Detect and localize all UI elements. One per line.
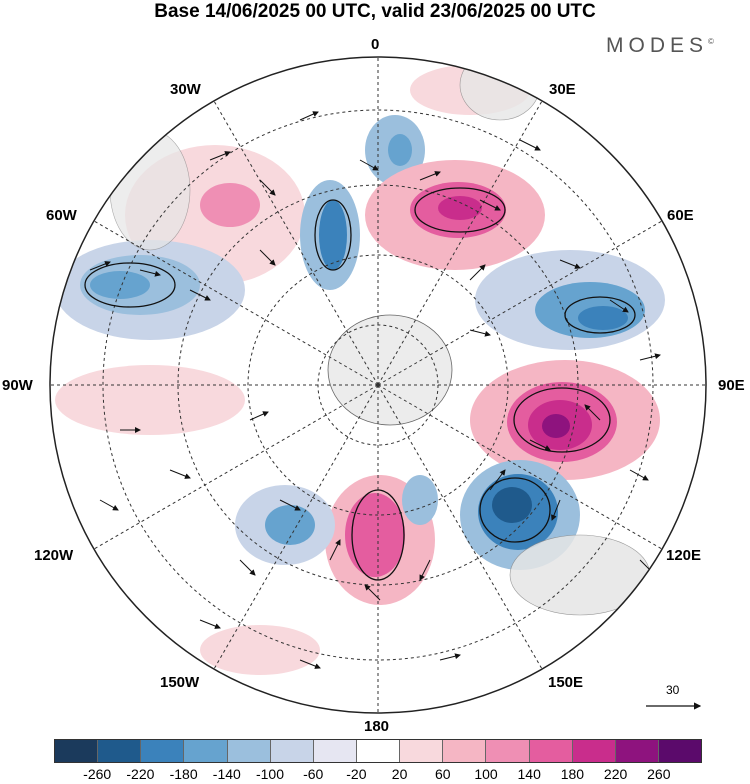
lon-label-60e: 60E: [667, 207, 694, 224]
reference-vector-box: 30: [646, 683, 704, 713]
lon-label-60w: 60W: [46, 207, 77, 224]
colorbar-swatch: [55, 740, 99, 762]
brand-name: MODES: [606, 34, 709, 57]
reference-vector-label: 30: [666, 683, 680, 697]
colorbar-swatch: [572, 740, 616, 762]
lon-label-120w: 120W: [34, 547, 74, 564]
colorbar-swatch: [615, 740, 659, 762]
lon-label-90w: 90W: [2, 377, 33, 394]
colorbar-swatch: [98, 740, 142, 762]
colorbar-swatch: [227, 740, 271, 762]
colorbar-tick-label: -260: [83, 766, 112, 782]
colorbar: [54, 739, 702, 763]
colorbar-swatch: [529, 740, 573, 762]
colorbar-tick-label: 100: [474, 766, 498, 782]
lon-label-150e: 150E: [548, 674, 584, 691]
lon-label-0: 0: [371, 36, 380, 53]
colorbar-tick-label: -220: [126, 766, 155, 782]
map-title: Base 14/06/2025 00 UTC, valid 23/06/2025…: [154, 1, 596, 22]
colorbar-swatch: [141, 740, 185, 762]
colorbar-swatch: [486, 740, 530, 762]
colorbar-swatch: [270, 740, 314, 762]
map-boundary: [49, 56, 707, 714]
lon-label-30e: 30E: [549, 81, 576, 98]
colorbar-swatch: [313, 740, 357, 762]
brand-mark: ©: [708, 37, 714, 46]
colorbar-tick-label: 180: [560, 766, 585, 782]
colorbar-tick-label: -100: [255, 766, 285, 782]
lon-label-30w: 30W: [170, 81, 201, 98]
colorbar-ticks: -260 -220 -180 -140 -100 -60 -20 20 60 100 140 180 2…: [0, 766, 750, 784]
colorbar-tick-label: 260: [647, 766, 671, 782]
colorbar-swatch: [400, 740, 444, 762]
colorbar-swatch: [184, 740, 228, 762]
lon-label-90e: 90E: [718, 377, 745, 394]
colorbar-swatch: [658, 740, 702, 762]
colorbar-swatch: [443, 740, 487, 762]
colorbar-tick-label: 220: [603, 766, 628, 782]
colorbar-swatch: [356, 740, 401, 762]
colorbar-tick-label: 20: [391, 766, 408, 782]
colorbar-tick-label: -20: [346, 766, 367, 782]
lon-label-120e: 120E: [666, 547, 702, 564]
lon-label-180: 180: [364, 718, 390, 735]
colorbar-tick-label: 60: [435, 766, 451, 782]
colorbar-tick-label: -180: [169, 766, 198, 782]
colorbar-tick-label: -60: [303, 766, 324, 782]
colorbar-tick-label: -140: [212, 766, 241, 782]
lon-label-150w: 150W: [160, 674, 200, 691]
colorbar-tick-label: 140: [517, 766, 541, 782]
brand-logo: MODES©: [606, 34, 714, 58]
field-layer: [50, 57, 706, 713]
